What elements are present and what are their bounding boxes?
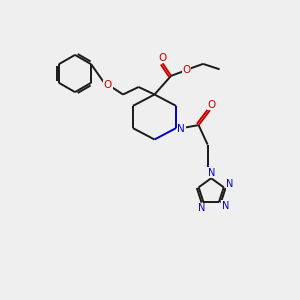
Text: N: N: [208, 167, 215, 178]
Text: O: O: [182, 65, 191, 75]
Text: N: N: [177, 124, 185, 134]
Text: N: N: [226, 179, 234, 189]
Text: N: N: [222, 201, 229, 211]
Text: O: O: [207, 100, 215, 110]
Text: O: O: [158, 53, 167, 63]
Text: N: N: [198, 203, 206, 213]
Text: O: O: [104, 80, 112, 91]
